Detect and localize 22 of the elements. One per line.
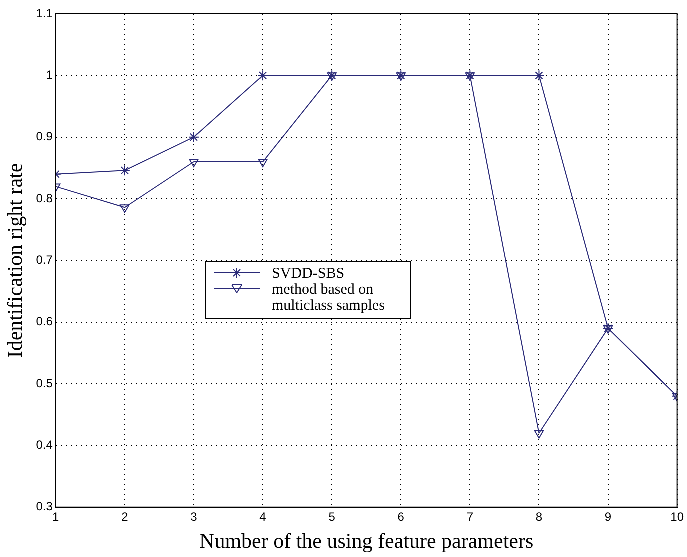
- y-tick-label: 0.5: [36, 376, 54, 390]
- x-tick-label: 3: [190, 510, 198, 524]
- x-tick-label: 4: [260, 510, 267, 524]
- y-tick-label: 1.1: [36, 6, 54, 20]
- x-tick-label: 5: [328, 510, 336, 524]
- x-tick-label: 6: [398, 510, 405, 524]
- y-tick-label: 0.7: [36, 253, 54, 268]
- x-tick-label: 2: [122, 510, 129, 524]
- legend-label: method based on multiclass samples: [272, 282, 386, 314]
- legend-label: SVDD-SBS: [272, 266, 345, 282]
- y-tick-label: 0.4: [36, 438, 54, 452]
- y-tick-label: 0.9: [36, 130, 54, 144]
- y-tick-label: 0.8: [36, 191, 54, 206]
- x-tick-label: 7: [466, 510, 474, 524]
- x-axis-title: Number of the using feature parameters: [200, 528, 534, 553]
- x-tick-label: 9: [604, 510, 612, 524]
- y-tick-label: 1: [46, 68, 54, 82]
- x-tick-label: 10: [670, 510, 684, 524]
- y-tick-label: 0.6: [36, 314, 54, 329]
- x-tick-label: 8: [536, 510, 543, 524]
- y-axis-title: Identification right rate: [3, 163, 28, 358]
- y-tick-label: 0.3: [36, 500, 54, 514]
